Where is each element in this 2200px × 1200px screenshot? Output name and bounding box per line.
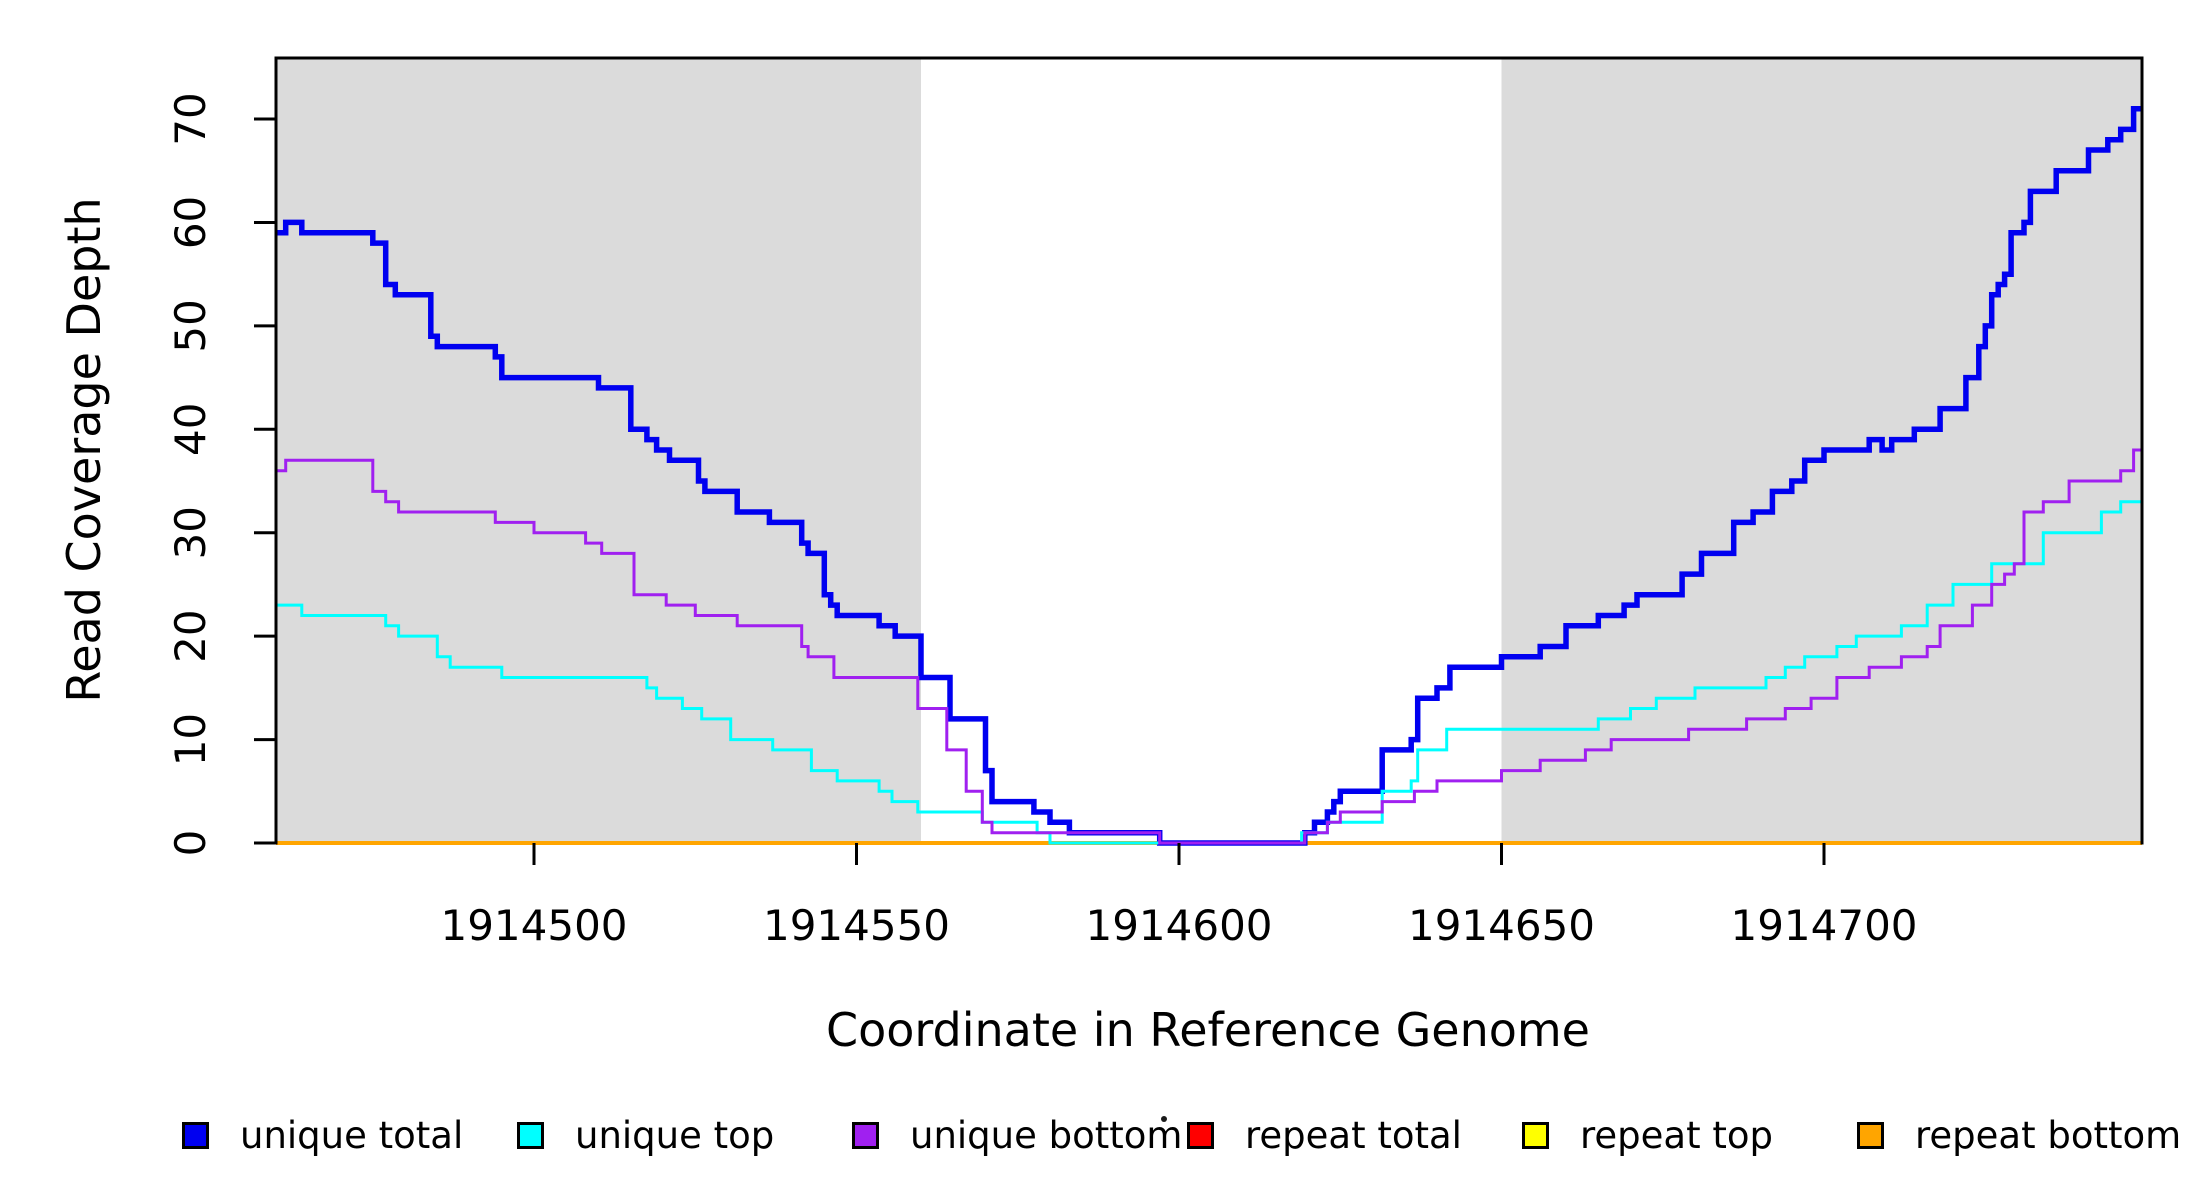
series-unique-total (276, 105, 2142, 846)
legend-item-repeat-top: repeat top (1522, 1112, 1773, 1158)
x-tick-label: 1914550 (763, 901, 950, 950)
legend-label: repeat top (1580, 1113, 1773, 1157)
x-tick-label: 1914500 (440, 901, 627, 950)
y-tick-label: 50 (166, 299, 215, 352)
legend-item-repeat-total: repeat total (1187, 1112, 1462, 1158)
x-tick-label: 1914700 (1730, 901, 1917, 950)
y-tick-label: 70 (166, 92, 215, 145)
legend-label: unique total (240, 1113, 464, 1157)
y-tick-label: 20 (166, 609, 215, 662)
repeat-total-swatch-icon (1187, 1121, 1214, 1149)
y-tick-label: 40 (166, 403, 215, 456)
x-tick-label: 1914650 (1408, 901, 1595, 950)
y-tick-label: 30 (166, 506, 215, 559)
unique-top-swatch-icon (517, 1121, 544, 1149)
legend-item-unique-top: unique top (517, 1112, 774, 1158)
unique-total-swatch-icon (182, 1121, 209, 1149)
x-axis-title: Coordinate in Reference Genome (826, 1003, 1590, 1057)
legend-label: unique bottom (910, 1113, 1183, 1157)
legend-item-unique-total: unique total (182, 1112, 463, 1158)
legend-item-unique-bottom: unique bottom (852, 1112, 1182, 1158)
legend-item-repeat-bottom: repeat bottom (1857, 1112, 2181, 1158)
shaded-region (276, 58, 922, 843)
repeat-top-swatch-icon (1522, 1121, 1549, 1149)
y-tick-label: 10 (166, 713, 215, 766)
y-tick-label: 0 (166, 830, 215, 857)
y-tick-label: 60 (166, 196, 215, 249)
plot-area: 1914500 1914550 1914600 1914650 1914700 0 10 20… (166, 56, 2144, 950)
legend-label: repeat bottom (1915, 1113, 2182, 1157)
x-tick-label: 1914600 (1085, 901, 1272, 950)
y-axis-title: Read Coverage Depth (57, 197, 111, 702)
legend-label: unique top (575, 1113, 775, 1157)
legend-label: repeat total (1245, 1113, 1462, 1157)
chart-legend: unique total unique top unique bottom re… (0, 1112, 2200, 1162)
repeat-bottom-swatch-icon (1857, 1121, 1884, 1149)
plot-border (274, 56, 2144, 845)
stray-dot-artifact (1161, 1116, 1167, 1122)
unique-bottom-swatch-icon (852, 1121, 879, 1149)
series-unique-bottom (276, 448, 2142, 845)
